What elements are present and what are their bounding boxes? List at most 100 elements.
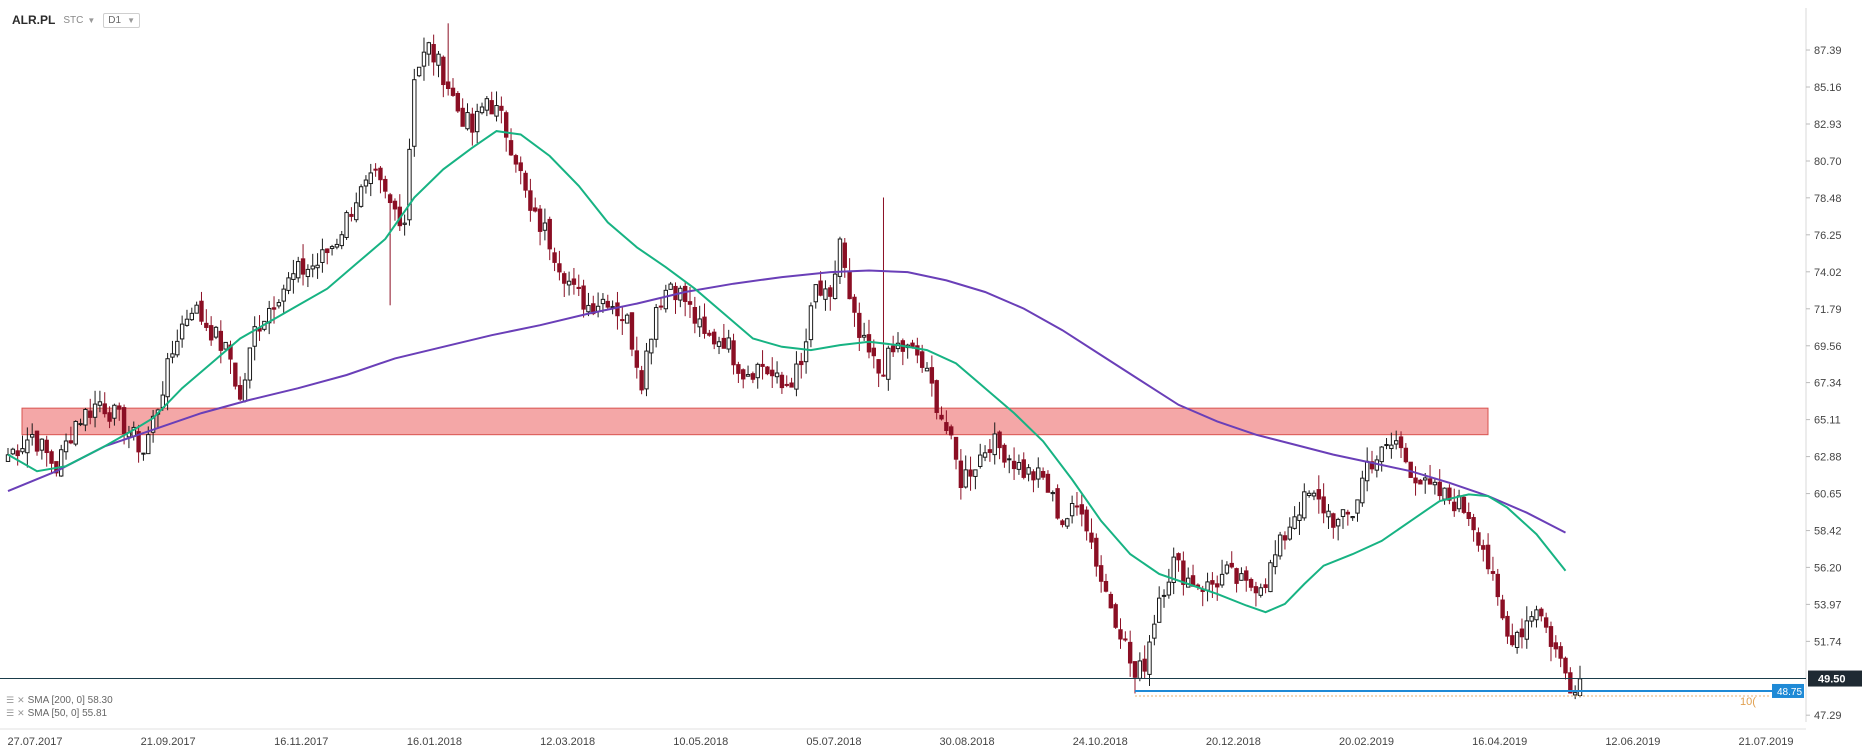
candle-body[interactable] [179,323,185,340]
candle-body[interactable] [276,302,282,307]
candle-body[interactable] [629,312,635,350]
candle-body[interactable] [479,106,485,114]
candle-body[interactable] [1495,573,1500,598]
candle-body[interactable] [1519,628,1525,638]
candle-body[interactable] [1345,511,1351,515]
candle-body[interactable] [88,410,93,418]
candle-body[interactable] [1098,565,1104,582]
menu-icon[interactable]: ☰ [6,708,15,718]
candle-body[interactable] [1485,544,1491,570]
candle-body[interactable] [1437,481,1442,497]
candle-body[interactable] [247,347,253,381]
candle-body[interactable] [939,414,944,420]
candle-body[interactable] [1277,534,1283,557]
candle-body[interactable] [552,252,557,263]
candle-body[interactable] [228,344,233,360]
candle-body[interactable] [392,200,398,210]
candle-body[interactable] [682,285,688,302]
candle-body[interactable] [1403,447,1409,463]
candle-body[interactable] [426,42,432,55]
candle-body[interactable] [296,261,301,279]
legend-sma50[interactable]: ☰ ✕ SMA [50, 0] 55.81 [6,707,113,720]
candle-body[interactable] [1215,583,1220,588]
candle-body[interactable] [702,316,707,334]
candle-body[interactable] [958,460,964,489]
candle-body[interactable] [1287,526,1292,540]
candle-body[interactable] [1021,459,1026,478]
candle-body[interactable] [15,450,20,457]
candle-body[interactable] [73,420,78,445]
candle-body[interactable] [465,112,470,130]
candle-body[interactable] [1224,564,1230,574]
candle-body[interactable] [213,326,219,338]
candle-body[interactable] [1036,467,1041,480]
candle-body[interactable] [387,194,393,204]
candle-body[interactable] [136,431,141,453]
candle-body[interactable] [924,367,930,372]
candle-body[interactable] [934,380,939,413]
candle-body[interactable] [1529,616,1534,622]
candle-body[interactable] [1273,554,1278,568]
candle-body[interactable] [634,350,639,368]
candle-body[interactable] [1326,510,1331,518]
candle-body[interactable] [586,304,591,313]
candle-body[interactable] [121,407,127,435]
candle-body[interactable] [1127,641,1133,664]
candle-body[interactable] [1011,460,1017,470]
candle-body[interactable] [1355,499,1360,514]
candle-body[interactable] [470,113,475,133]
candle-body[interactable] [1514,631,1520,648]
candle-body[interactable] [915,345,920,356]
candle-body[interactable] [349,213,354,217]
candle-body[interactable] [963,469,968,488]
candle-body[interactable] [987,449,993,453]
candle-body[interactable] [1045,473,1051,493]
candle-body[interactable] [208,325,214,341]
candle-body[interactable] [973,469,978,477]
candle-body[interactable] [1408,461,1413,478]
candle-body[interactable] [1108,593,1114,609]
candle-body[interactable] [1398,436,1404,449]
candle-body[interactable] [1156,597,1162,623]
candle-body[interactable] [1113,604,1118,628]
candle-body[interactable] [436,53,441,66]
candle-body[interactable] [320,249,325,263]
candle-body[interactable] [107,412,112,422]
candle-body[interactable] [1234,568,1239,584]
candle-body[interactable] [770,369,775,377]
candle-body[interactable] [1181,560,1186,585]
candle-body[interactable] [1268,562,1273,593]
candle-body[interactable] [194,304,199,314]
candle-body[interactable] [305,268,311,278]
interval-selector[interactable]: D1 ▼ [103,12,140,28]
candle-body[interactable] [358,186,364,207]
candle-body[interactable] [1258,587,1263,596]
candle-body[interactable] [968,469,973,477]
menu-icon[interactable]: ☰ [6,695,15,705]
candle-body[interactable] [1026,467,1031,475]
candle-body[interactable] [663,289,669,310]
candle-body[interactable] [63,440,69,453]
candle-body[interactable] [803,341,809,363]
candle-body[interactable] [1379,446,1384,463]
symbol-label[interactable]: ALR.PL [12,13,56,27]
candle-body[interactable] [1263,584,1268,589]
candle-body[interactable] [871,347,877,357]
candle-body[interactable] [1176,553,1181,561]
candle-body[interactable] [886,347,891,380]
candle-body[interactable] [1311,492,1317,497]
candle-body[interactable] [421,51,427,67]
candle-body[interactable] [402,222,407,225]
candle-body[interactable] [615,302,620,317]
candle-body[interactable] [315,264,320,269]
candle-body[interactable] [1132,661,1138,678]
candle-body[interactable] [992,433,997,456]
candle-body[interactable] [823,288,828,300]
candle-body[interactable] [562,273,567,284]
candle-body[interactable] [1040,471,1046,478]
candle-body[interactable] [547,218,552,250]
candle-body[interactable] [233,362,238,387]
candle-body[interactable] [1563,657,1568,674]
candle-body[interactable] [944,422,949,431]
candle-body[interactable] [982,452,988,458]
